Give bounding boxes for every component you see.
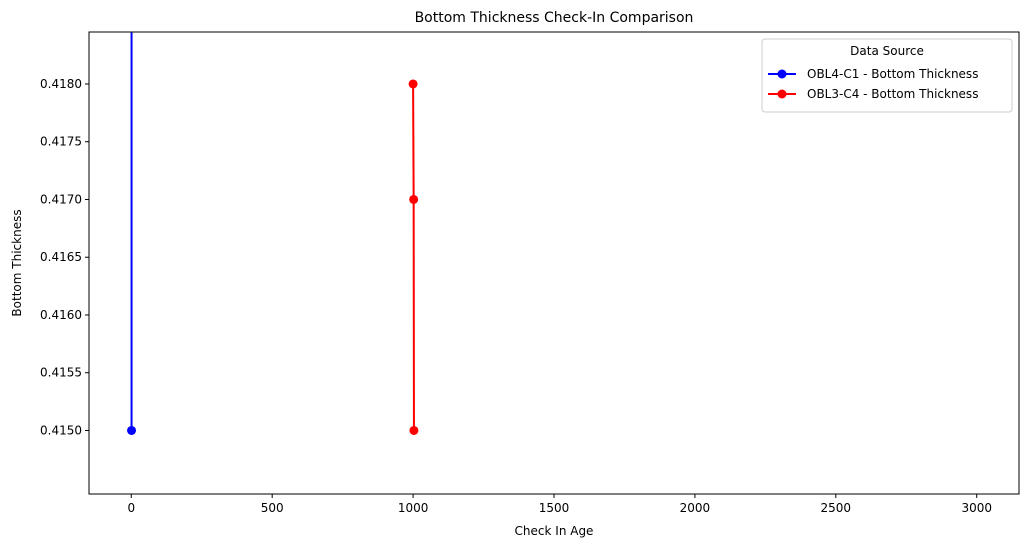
x-tick-label: 500 bbox=[261, 501, 284, 515]
x-tick-label: 2500 bbox=[821, 501, 852, 515]
x-axis-ticks: 0 500 1000 1500 2000 2500 3000 bbox=[127, 494, 992, 515]
chart-title: Bottom Thickness Check-In Comparison bbox=[415, 10, 694, 26]
y-axis-ticks: 0.4150 0.4155 0.4160 0.4165 0.4170 0.4175 0.41… bbox=[40, 77, 89, 437]
legend-entries: OBL4-C1 - Bottom Thickness OBL3-C4 - Bott… bbox=[768, 67, 978, 101]
data-point bbox=[409, 425, 419, 435]
legend-entry: OBL3-C4 - Bottom Thickness bbox=[768, 87, 978, 101]
series-layer bbox=[127, 32, 419, 435]
y-tick-label: 0.4180 bbox=[40, 77, 82, 91]
x-tick-label: 1000 bbox=[398, 501, 429, 515]
legend: Data Source OBL4-C1 - Bottom ThicknessOB… bbox=[761, 38, 1013, 113]
legend-marker-swatch bbox=[777, 89, 787, 99]
series-1 bbox=[127, 32, 137, 435]
series-2 bbox=[408, 79, 419, 435]
data-point bbox=[127, 425, 137, 435]
y-tick-label: 0.4165 bbox=[40, 250, 82, 264]
x-tick-label: 1500 bbox=[539, 501, 570, 515]
data-point bbox=[408, 79, 418, 89]
y-tick-label: 0.4170 bbox=[40, 192, 82, 206]
data-point bbox=[409, 194, 419, 204]
legend-title: Data Source bbox=[850, 44, 924, 58]
legend-marker-swatch bbox=[777, 69, 787, 79]
x-axis-title: Check In Age bbox=[515, 524, 594, 538]
series-line bbox=[412, 83, 415, 431]
x-tick-label: 3000 bbox=[961, 501, 992, 515]
legend-box bbox=[761, 38, 1013, 113]
plot-frame bbox=[88, 31, 1020, 495]
legend-label: OBL3-C4 - Bottom Thickness bbox=[807, 87, 978, 101]
legend-entry: OBL4-C1 - Bottom Thickness bbox=[768, 67, 978, 81]
y-tick-label: 0.4175 bbox=[40, 135, 82, 149]
y-tick-label: 0.4155 bbox=[40, 366, 82, 380]
x-tick-label: 2000 bbox=[680, 501, 711, 515]
x-tick-label: 0 bbox=[127, 501, 135, 515]
legend-label: OBL4-C1 - Bottom Thickness bbox=[807, 67, 978, 81]
y-tick-label: 0.4160 bbox=[40, 308, 82, 322]
y-tick-label: 0.4150 bbox=[40, 423, 82, 437]
y-axis-title: Bottom Thickness bbox=[10, 209, 24, 316]
